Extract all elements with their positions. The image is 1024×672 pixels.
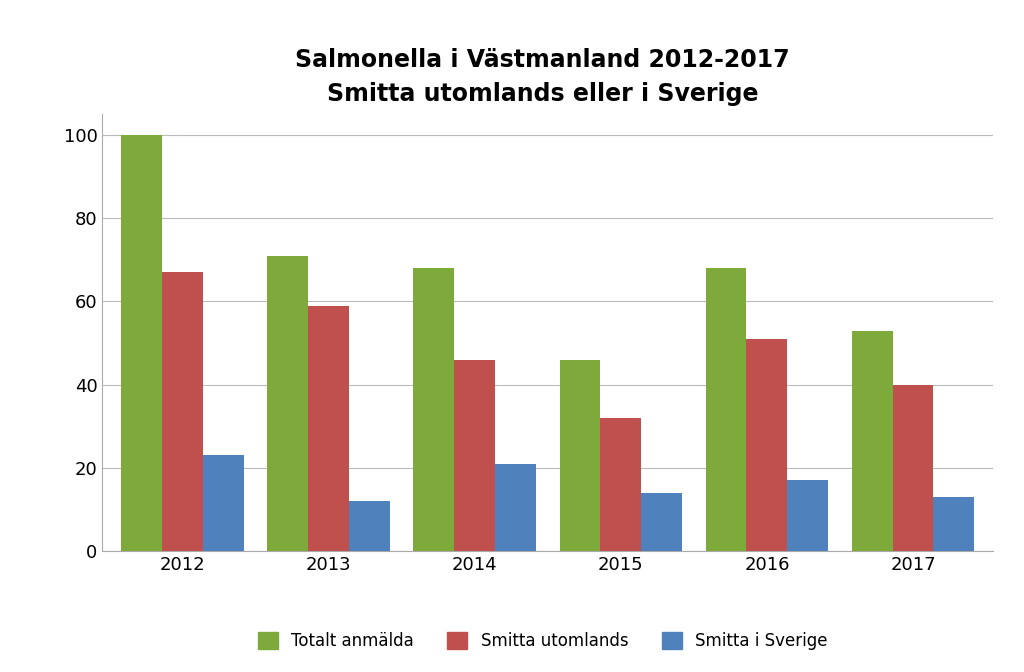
Bar: [267, 255, 308, 551]
Bar: [852, 331, 893, 551]
Text: Salmonella i Västmanland 2012-2017: Salmonella i Västmanland 2012-2017: [295, 48, 791, 73]
Bar: [308, 306, 349, 551]
Bar: [893, 384, 934, 551]
Bar: [122, 135, 162, 551]
Bar: [559, 360, 600, 551]
Bar: [787, 480, 828, 551]
Bar: [414, 268, 455, 551]
Bar: [746, 339, 787, 551]
Bar: [203, 456, 244, 551]
Text: Smitta utomlands eller i Sverige: Smitta utomlands eller i Sverige: [327, 82, 759, 106]
Legend: Totalt anmälda, Smitta utomlands, Smitta i Sverige: Totalt anmälda, Smitta utomlands, Smitta…: [251, 626, 835, 657]
Bar: [349, 501, 390, 551]
Bar: [706, 268, 746, 551]
Bar: [455, 360, 496, 551]
Bar: [496, 464, 537, 551]
Bar: [641, 493, 682, 551]
Bar: [600, 418, 641, 551]
Bar: [162, 272, 203, 551]
Bar: [934, 497, 974, 551]
